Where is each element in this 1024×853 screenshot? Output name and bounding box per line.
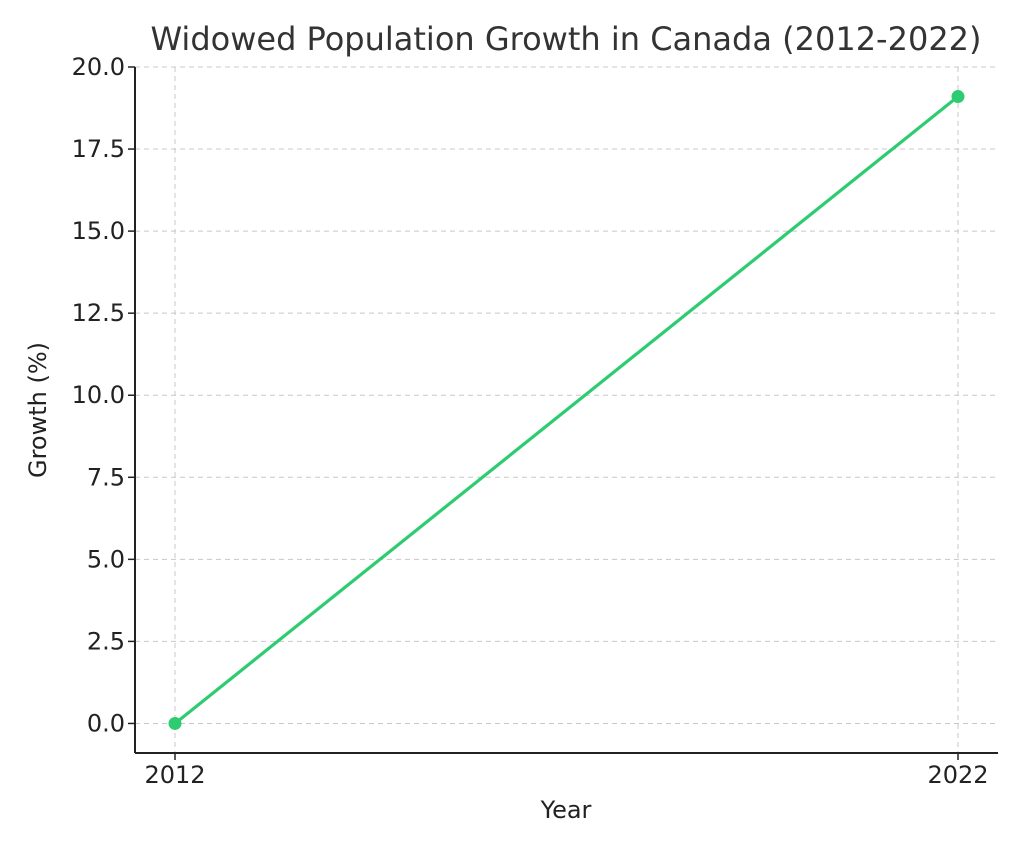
y-tick-label: 15.0 — [72, 217, 125, 245]
x-axis-label: Year — [540, 796, 592, 824]
series-line — [173, 94, 960, 726]
y-tick-label: 5.0 — [87, 545, 125, 573]
y-axis-label: Growth (%) — [24, 342, 52, 478]
y-tick-label: 2.5 — [87, 627, 125, 655]
axes-spines — [134, 67, 998, 754]
series-layer — [168, 90, 965, 730]
y-tick-label: 0.0 — [87, 709, 125, 737]
x-tick-label: 2012 — [144, 761, 205, 789]
y-tick-label: 10.0 — [72, 381, 125, 409]
y-tick-label: 17.5 — [72, 135, 125, 163]
grid-lines — [135, 66, 998, 753]
data-point — [168, 716, 182, 730]
x-axis-ticks: 2012 2022 — [144, 753, 989, 789]
y-tick-label: 7.5 — [87, 463, 125, 491]
y-tick-label: 20.0 — [72, 53, 125, 81]
x-tick-label: 2022 — [927, 761, 988, 789]
data-point — [951, 90, 965, 104]
y-axis-ticks: 0.0 2.5 5.0 7.5 10.0 12.5 15.0 17.5 20.0 — [72, 53, 135, 737]
chart-title: Widowed Population Growth in Canada (201… — [150, 20, 981, 58]
y-tick-label: 12.5 — [72, 299, 125, 327]
